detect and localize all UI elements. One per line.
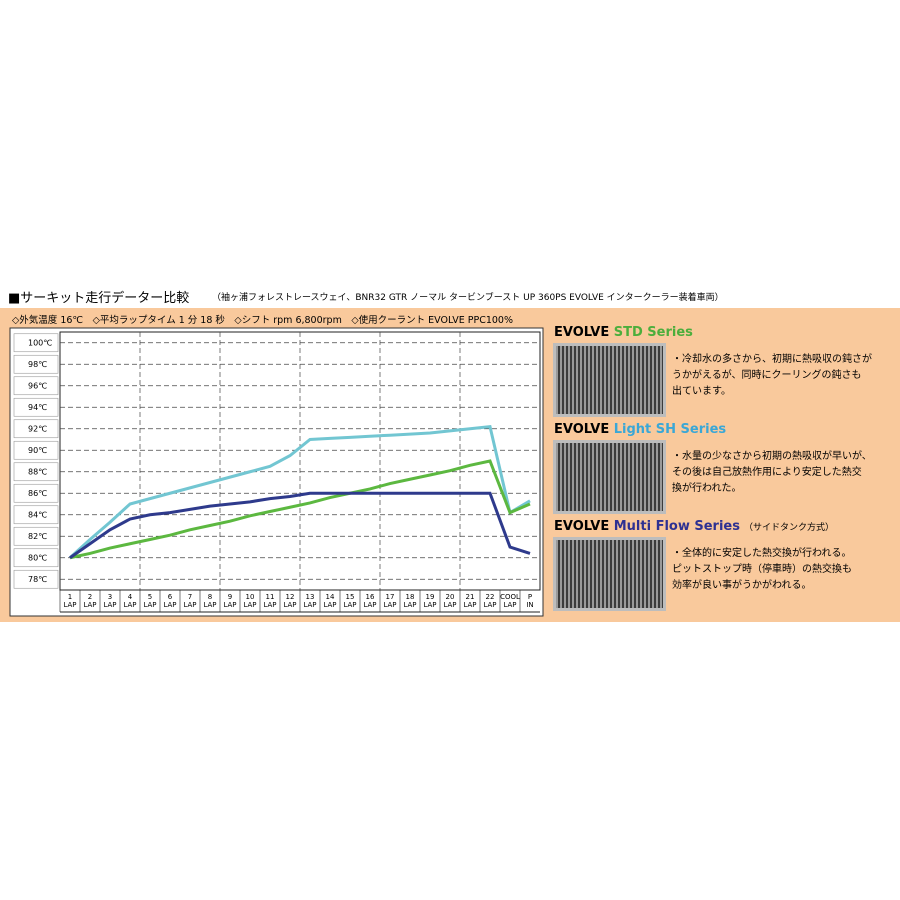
x-tick-label: 11 LAP — [263, 593, 277, 609]
radiator-image — [553, 440, 666, 514]
x-tick-label: 20 LAP — [443, 593, 457, 609]
series-name: Light SH Series — [613, 422, 727, 437]
x-tick-label: 18 LAP — [403, 593, 417, 609]
brand: EVOLVE — [554, 325, 610, 340]
x-tick-label: 9 LAP — [223, 593, 237, 609]
y-tick-label: 84℃ — [28, 510, 47, 519]
x-tick-label: 21 LAP — [463, 593, 477, 609]
y-tick-label: 80℃ — [28, 553, 47, 562]
chart: 78℃ 80℃ 82℃ 84℃ 86℃ 88℃ 90℃ 92℃ 94℃ 96℃ 98℃ 100℃ — [9, 327, 544, 617]
panel-text: ピットストップ時（停車時）の熱交換も — [672, 564, 852, 575]
brand: EVOLVE — [554, 519, 610, 534]
y-tick-label: 88℃ — [28, 467, 47, 476]
y-tick-box — [13, 333, 59, 353]
brand: EVOLVE — [554, 422, 610, 437]
y-tick-box — [13, 505, 59, 525]
x-tick-label: 6 LAP — [163, 593, 177, 609]
x-tick-label: 14 LAP — [323, 593, 337, 609]
series-line — [68, 424, 531, 559]
panel-text: うかがえるが、同時にクーリングの鈍さも — [672, 370, 862, 381]
y-tick-label: 98℃ — [28, 360, 47, 369]
x-tick-label: 5 LAP — [143, 593, 157, 609]
x-tick-label: 15 LAP — [343, 593, 357, 609]
y-tick-label: 92℃ — [28, 424, 47, 433]
x-tick-label: 19 LAP — [423, 593, 437, 609]
y-tick-box — [13, 526, 59, 546]
y-tick-label: 82℃ — [28, 532, 47, 541]
series-line — [69, 491, 531, 559]
x-tick-label: COOL LAP — [500, 593, 520, 609]
x-tick-label: 8 LAP — [203, 593, 217, 609]
suffix: （サイドタンク方式） — [743, 523, 834, 533]
panel-text: その後は自己放熱作用により安定した熱交 — [672, 467, 862, 478]
y-tick-label: 86℃ — [28, 489, 47, 498]
panel-text: ・冷却水の多さから、初期に熱吸収の鈍さが — [672, 354, 872, 365]
panel-text: 効率が良い事がうかがわれる。 — [672, 580, 812, 591]
y-tick-label: 90℃ — [28, 446, 47, 455]
x-tick-label: 3 LAP — [103, 593, 117, 609]
y-tick-label: 94℃ — [28, 403, 47, 412]
y-tick-box — [13, 376, 59, 396]
panel-heading: EVOLVE Multi Flow Series （サイドタンク方式） — [554, 519, 834, 534]
x-tick-label: 2 LAP — [83, 593, 97, 609]
panel-text: ・水量の少なさから初期の熱吸収が早いが、 — [672, 451, 872, 462]
title: ■サーキット走行データー比較 — [8, 291, 190, 306]
conditions: ◇外気温度 16℃ ◇平均ラップタイム 1 分 18 秒 ◇シフト rpm 6,… — [12, 315, 513, 326]
series-name: STD Series — [613, 325, 693, 340]
panel-heading: EVOLVE Light SH Series — [554, 422, 726, 437]
series-name: Multi Flow Series — [613, 519, 740, 534]
y-tick-label: 100℃ — [28, 338, 52, 347]
x-tick-label: 13 LAP — [303, 593, 317, 609]
x-tick-label: 1 LAP — [63, 593, 77, 609]
series-line — [69, 459, 531, 560]
x-tick-label: 22 LAP — [483, 593, 497, 609]
y-tick-box — [13, 354, 59, 374]
y-tick-box — [13, 548, 59, 568]
x-tick-label: 17 LAP — [383, 593, 397, 609]
x-tick-label: 10 LAP — [243, 593, 257, 609]
x-tick-label: 4 LAP — [123, 593, 137, 609]
radiator-image — [553, 537, 666, 611]
y-tick-label: 78℃ — [28, 575, 47, 584]
y-tick-box — [13, 397, 59, 417]
x-tick-label: 16 LAP — [363, 593, 377, 609]
x-tick-label: 12 LAP — [283, 593, 297, 609]
y-tick-box — [13, 462, 59, 482]
note: （袖ヶ浦フォレストレースウェイ、BNR32 GTR ノーマル タービンブースト … — [212, 293, 724, 303]
y-tick-box — [13, 483, 59, 503]
x-tick-label: P IN — [526, 593, 534, 609]
panel-text: ・全体的に安定した熱交換が行われる。 — [672, 548, 852, 559]
panel-text: 出ています。 — [672, 386, 731, 397]
panel-text: 換が行われた。 — [672, 483, 742, 494]
y-tick-box — [13, 419, 59, 439]
y-tick-label: 96℃ — [28, 381, 47, 390]
panel-heading: EVOLVE STD Series — [554, 325, 693, 340]
radiator-image — [553, 343, 666, 417]
x-tick-label: 7 LAP — [183, 593, 197, 609]
y-tick-box — [13, 569, 59, 589]
y-tick-box — [13, 440, 59, 460]
